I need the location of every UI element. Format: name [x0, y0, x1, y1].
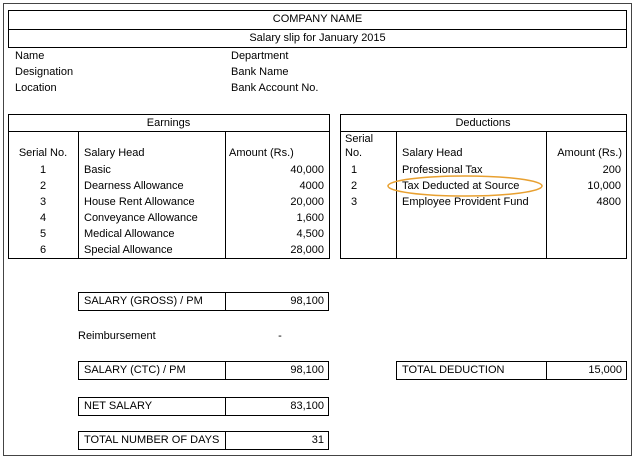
- summary-box: [78, 361, 329, 380]
- column-header: Serial No.: [345, 133, 374, 159]
- summary-label: NET SALARY: [84, 400, 153, 412]
- table-title: Earnings: [146, 117, 191, 129]
- salary-head: Conveyance Allowance: [84, 212, 198, 224]
- earnings-box: [8, 114, 330, 259]
- serial-no: 2: [350, 180, 358, 192]
- summary-label: Reimbursement: [78, 330, 156, 342]
- summary-box: [396, 361, 627, 380]
- salary-head: House Rent Allowance: [84, 196, 195, 208]
- summary-value: 15,000: [588, 364, 622, 376]
- info-label: Bank Account No.: [231, 82, 319, 94]
- serial-no: 3: [39, 196, 47, 208]
- serial-no: 4: [39, 212, 47, 224]
- summary-divider: [225, 397, 226, 416]
- amount: 28,000: [290, 244, 324, 256]
- summary-label: TOTAL DEDUCTION: [402, 364, 505, 376]
- amount: 4800: [596, 196, 621, 208]
- salary-head: Employee Provident Fund: [402, 196, 529, 208]
- deductions-divider: [340, 131, 627, 132]
- outer-border: [3, 3, 632, 456]
- amount: 40,000: [290, 164, 324, 176]
- info-label: Designation: [15, 66, 74, 78]
- info-label: Department: [231, 50, 289, 62]
- salary-head: Professional Tax: [402, 164, 483, 176]
- summary-box: [78, 292, 329, 311]
- deductions-col-line: [546, 131, 547, 259]
- serial-no: 6: [39, 244, 47, 256]
- serial-no: 3: [350, 196, 358, 208]
- summary-divider: [225, 361, 226, 380]
- column-header: Amount (Rs.): [229, 147, 294, 159]
- summary-divider: [225, 292, 226, 311]
- highlight-ellipse: [387, 175, 543, 197]
- serial-no: 1: [350, 164, 358, 176]
- salary-head: Basic: [84, 164, 111, 176]
- summary-value: 83,100: [290, 400, 324, 412]
- company-name: COMPANY NAME: [272, 13, 363, 25]
- serial-no: 1: [39, 164, 47, 176]
- salary-head: Tax Deducted at Source: [402, 180, 520, 192]
- salary-head: Special Allowance: [84, 244, 173, 256]
- column-header: Serial No.: [18, 147, 68, 159]
- info-label: Location: [15, 82, 57, 94]
- column-header: Salary Head: [84, 147, 145, 159]
- summary-value: 98,100: [290, 295, 324, 307]
- earnings-col-line: [225, 131, 226, 259]
- amount: 20,000: [290, 196, 324, 208]
- summary-value: 98,100: [290, 364, 324, 376]
- earnings-divider: [8, 131, 330, 132]
- summary-value: -: [278, 330, 282, 342]
- deductions-box: [340, 114, 627, 259]
- amount: 10,000: [587, 180, 621, 192]
- serial-no: 2: [39, 180, 47, 192]
- summary-label: SALARY (GROSS) / PM: [84, 295, 203, 307]
- salary-head: Medical Allowance: [84, 228, 175, 240]
- table-title: Deductions: [455, 117, 511, 129]
- column-header: Salary Head: [402, 147, 463, 159]
- salary-head: Dearness Allowance: [84, 180, 184, 192]
- summary-box: [78, 431, 329, 450]
- serial-no: 5: [39, 228, 47, 240]
- amount: 1,600: [296, 212, 324, 224]
- summary-label: TOTAL NUMBER OF DAYS: [84, 434, 220, 446]
- deductions-col-line: [396, 131, 397, 259]
- earnings-col-line: [78, 131, 79, 259]
- amount: 4000: [299, 180, 324, 192]
- info-label: Bank Name: [231, 66, 289, 78]
- summary-divider: [546, 361, 547, 380]
- summary-box: [78, 397, 329, 416]
- column-header: Amount (Rs.): [557, 147, 622, 159]
- summary-label: SALARY (CTC) / PM: [84, 364, 186, 376]
- amount: 200: [602, 164, 621, 176]
- summary-value: 31: [311, 434, 324, 446]
- slip-title: Salary slip for January 2015: [249, 32, 386, 44]
- amount: 4,500: [296, 228, 324, 240]
- summary-divider: [225, 431, 226, 450]
- header-divider: [8, 29, 627, 30]
- info-label: Name: [15, 50, 45, 62]
